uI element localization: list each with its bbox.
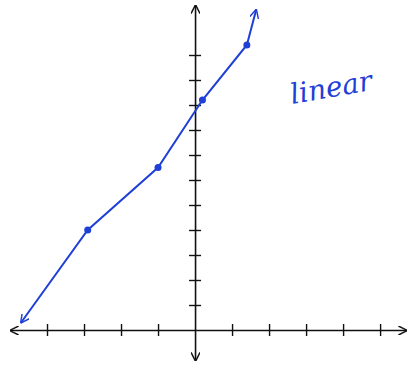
y-tick-mark	[189, 205, 201, 206]
y-tick	[189, 305, 201, 306]
x-axis	[11, 324, 407, 336]
y-tick-mark	[189, 130, 201, 131]
x-tick	[380, 324, 381, 336]
y-tick	[189, 155, 201, 156]
x-tick-mark	[47, 324, 48, 336]
y-tick	[189, 205, 201, 206]
x-tick	[269, 324, 270, 336]
x-tick-mark	[269, 324, 270, 336]
plot-area	[21, 10, 256, 323]
x-tick	[158, 324, 159, 336]
data-point	[84, 227, 91, 234]
y-tick	[189, 130, 201, 131]
data-point	[243, 42, 250, 49]
y-axis	[189, 6, 201, 361]
y-tick-mark	[189, 55, 201, 56]
y-tick	[189, 80, 201, 81]
y-tick	[189, 180, 201, 181]
y-tick-mark	[189, 230, 201, 231]
y-tick-mark	[189, 155, 201, 156]
y-tick	[189, 255, 201, 256]
y-tick-mark	[189, 280, 201, 281]
data-line	[21, 10, 256, 323]
x-tick-mark	[121, 324, 122, 336]
data-point	[155, 164, 162, 171]
x-tick-mark	[84, 324, 85, 336]
x-tick	[232, 324, 233, 336]
x-tick	[343, 324, 344, 336]
x-tick-mark	[380, 324, 381, 336]
y-tick-mark	[189, 255, 201, 256]
annotation: linear	[287, 64, 376, 111]
y-tick	[189, 55, 201, 56]
x-tick	[84, 324, 85, 336]
x-tick-mark	[343, 324, 344, 336]
x-tick	[306, 324, 307, 336]
chart: linear	[0, 0, 416, 387]
x-tick	[121, 324, 122, 336]
y-axis-line	[195, 6, 197, 361]
x-axis-line	[11, 330, 407, 332]
y-tick	[189, 280, 201, 281]
y-tick-mark	[189, 80, 201, 81]
y-tick-mark	[189, 180, 201, 181]
data-point	[199, 97, 206, 104]
x-tick-mark	[158, 324, 159, 336]
x-tick	[47, 324, 48, 336]
y-tick	[189, 230, 201, 231]
x-tick-mark	[232, 324, 233, 336]
x-tick-mark	[306, 324, 307, 336]
y-tick-mark	[189, 305, 201, 306]
